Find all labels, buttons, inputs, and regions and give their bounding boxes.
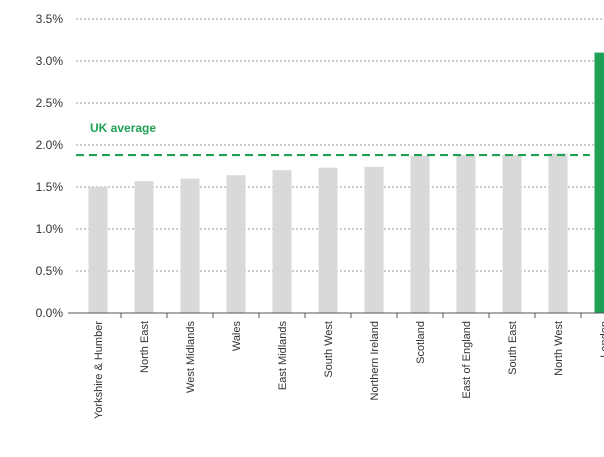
category-label: Scotland [415,321,427,364]
y-tick-label: 3.5% [36,12,64,26]
uk-average-label: UK average [90,121,156,135]
bar [318,167,338,313]
bar [456,155,476,313]
bar [226,175,246,313]
axes: 0.0% 0.5% 1.0% 1.5% 2.0% 2.5% 3.0% 3.5% Yorkshir… [36,12,604,419]
bars [88,52,604,313]
category-label: East Midlands [277,321,289,391]
category-label: East of England [461,321,473,399]
gridlines [76,18,604,314]
y-tick-label: 0.5% [36,264,64,278]
category-label: West Midlands [185,321,197,393]
category-label: South West [323,321,335,378]
category-label: North East [139,321,151,373]
y-tick-label: 3.0% [36,54,64,68]
reference-line-group: UK average [76,121,590,157]
bar [410,155,430,313]
bar [88,187,108,313]
bar [502,155,522,313]
y-tick-label: 1.5% [36,180,64,194]
category-label: Northern Ireland [369,321,381,401]
category-label: South East [507,321,519,375]
bar [548,153,568,313]
category-label: London [599,321,604,358]
bar [180,178,200,313]
category-label: North West [553,321,565,376]
category-label: Wales [231,321,243,352]
bar [272,170,292,313]
bar [134,181,154,313]
y-tick-label: 1.0% [36,222,64,236]
bar [364,166,384,313]
category-label: Yorkshire & Humber [93,321,105,419]
bar [594,52,604,313]
y-tick-label: 2.5% [36,96,64,110]
y-tick-label: 2.0% [36,138,64,152]
y-tick-label: 0.0% [36,306,64,320]
